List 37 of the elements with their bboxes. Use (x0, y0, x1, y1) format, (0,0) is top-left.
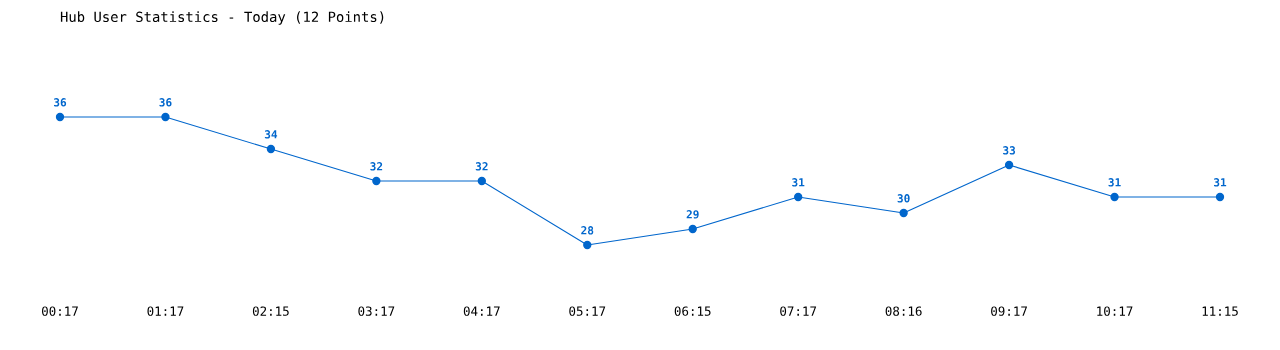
x-tick-label: 07:17 (780, 306, 817, 316)
point (55, 112, 65, 122)
x-tick-label: 11:15 (1202, 306, 1238, 316)
data-label: 30 (897, 194, 910, 203)
point (688, 224, 697, 234)
x-tick-label: 04:17 (463, 306, 500, 316)
data-label: 31 (1108, 178, 1121, 187)
x-tick-label: 03:17 (358, 306, 395, 316)
data-label: 31 (792, 178, 805, 187)
point (1215, 192, 1225, 202)
data-label: 32 (475, 162, 488, 171)
point (477, 176, 486, 186)
point (583, 240, 592, 250)
chart-title: Hub User Statistics - Today (12 Points) (60, 11, 384, 25)
point (899, 208, 908, 218)
data-label: 29 (686, 210, 699, 219)
x-tick-label: 00:17 (42, 306, 78, 316)
x-tick-label: 10:17 (1097, 306, 1133, 316)
data-label: 34 (264, 130, 278, 139)
data-label: 31 (1213, 178, 1227, 187)
point (1004, 160, 1014, 170)
x-tick-label: 02:15 (252, 306, 289, 316)
data-label: 36 (159, 98, 172, 107)
point (1110, 192, 1119, 202)
x-tick-label: 09:17 (991, 306, 1027, 316)
x-tick-label: 06:15 (674, 306, 711, 316)
x-tick-label: 01:17 (147, 306, 184, 316)
x-tick-label: 08:16 (885, 306, 922, 316)
point (372, 176, 381, 186)
point (161, 112, 170, 122)
data-label: 33 (1003, 146, 1016, 155)
data-label: 28 (581, 226, 594, 235)
data-label: 36 (53, 98, 67, 107)
data-label: 32 (370, 162, 383, 171)
point (266, 144, 276, 154)
x-tick-label: 05:17 (569, 306, 606, 316)
point (794, 192, 803, 202)
